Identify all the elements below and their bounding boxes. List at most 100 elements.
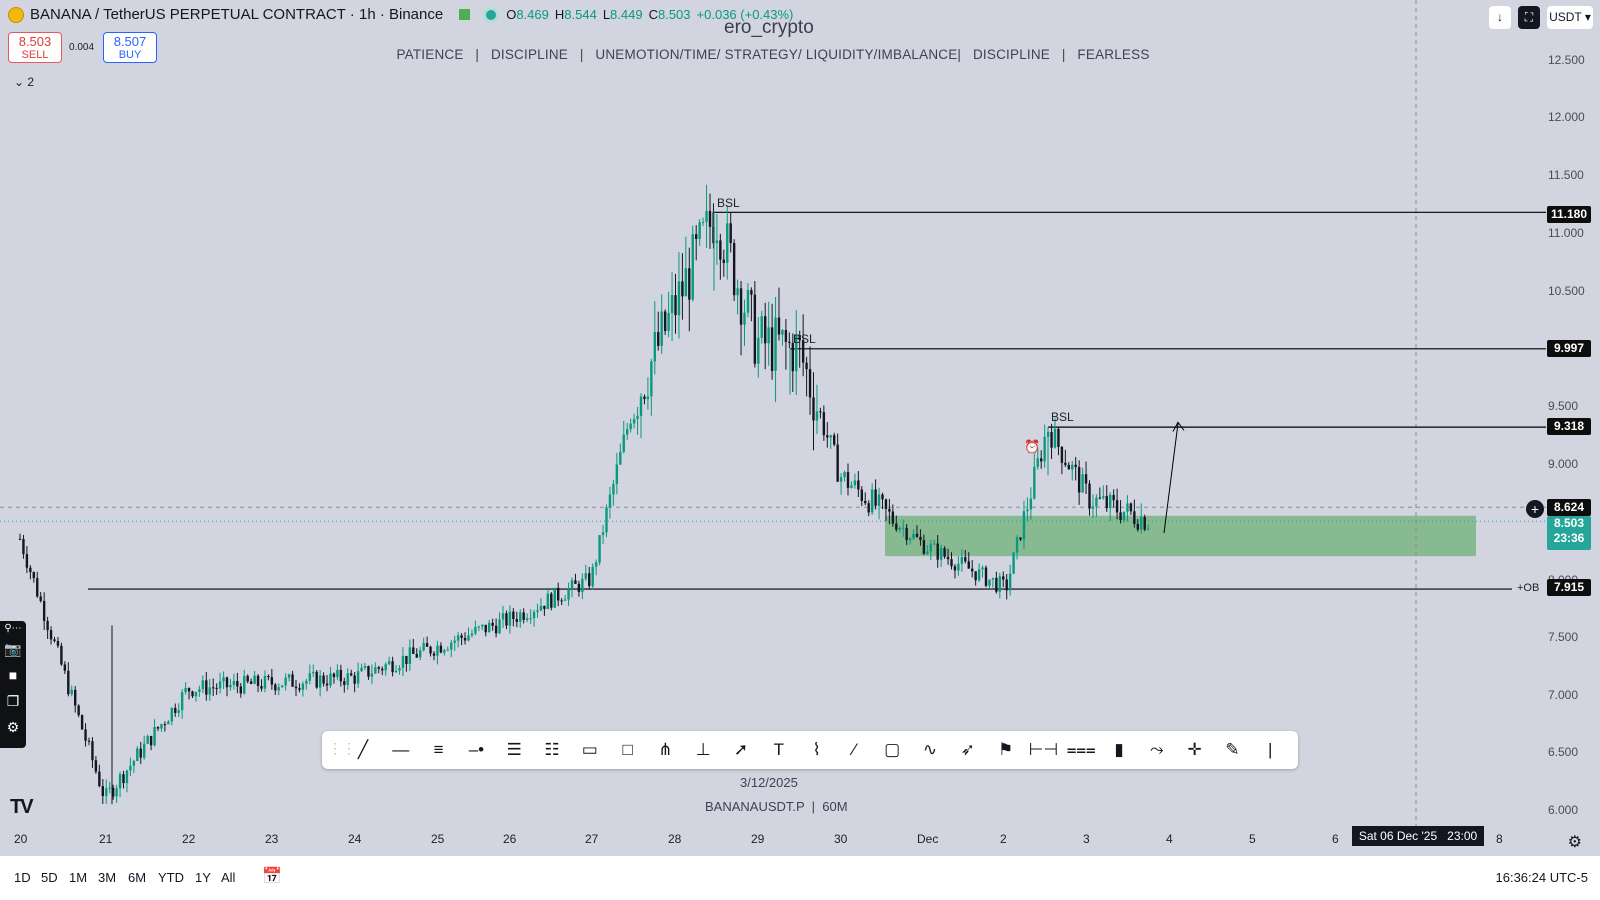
range-all[interactable]: All — [221, 870, 236, 885]
candle-body — [650, 361, 653, 397]
range-1y[interactable]: 1Y — [195, 870, 211, 885]
candle-body — [160, 724, 163, 729]
settings-icon[interactable]: ⚙ — [6, 719, 20, 735]
callout-icon[interactable]: ▭ — [581, 740, 598, 759]
candle-body — [860, 489, 863, 501]
current-price: 8.503 — [1553, 516, 1585, 530]
fullscreen-icon[interactable]: ⛶ — [1518, 6, 1540, 29]
candle-body — [1012, 552, 1015, 574]
arrow-icon[interactable]: ➚ — [733, 740, 749, 759]
price-label: 9.500 — [1548, 399, 1579, 413]
candle-body — [391, 661, 394, 673]
price-range-icon[interactable]: ⊥ — [695, 740, 711, 759]
parallel-channel-icon[interactable]: ≡ — [433, 740, 444, 759]
tradingview-logo[interactable]: TV — [10, 796, 34, 818]
brush-icon[interactable]: ✎ — [1225, 740, 1240, 759]
buy-button[interactable]: 8.507 BUY — [103, 32, 157, 63]
candle-body — [425, 643, 429, 647]
candle-body — [612, 484, 615, 495]
candle-body — [118, 774, 122, 789]
candle-body — [484, 624, 487, 633]
crosshair-icon[interactable]: ✛ — [1187, 740, 1202, 759]
currency-select[interactable]: USDT ▾ — [1547, 6, 1593, 29]
time-label: 4 — [1166, 832, 1173, 846]
flag-icon[interactable]: ⚑ — [997, 740, 1014, 759]
date-price-range-icon[interactable]: ⊢⊣ — [1028, 740, 1059, 759]
drag-handle-icon[interactable]: ⋮⋮ — [328, 740, 356, 756]
candle-body — [639, 396, 643, 416]
add-alert-icon[interactable]: + — [1526, 500, 1544, 518]
candle-body — [881, 494, 884, 500]
arrow-marker-icon[interactable]: ➶ — [960, 740, 975, 759]
more-icon[interactable]: ⚲⋯ — [4, 623, 22, 634]
video-icon[interactable]: ■ — [8, 667, 18, 683]
layers-icon[interactable]: ❐ — [6, 693, 20, 709]
candle-body — [1105, 496, 1108, 509]
candle-body — [456, 635, 460, 641]
indicators-toggle[interactable]: ⌄ 2 — [14, 75, 34, 89]
horizontal-line-icon[interactable]: –• — [468, 740, 485, 759]
clock-display[interactable]: 16:36:24 UTC-5 — [1495, 870, 1589, 885]
curve-icon[interactable]: ∿ — [922, 740, 938, 759]
time-label: 6 — [1332, 832, 1339, 846]
sell-button[interactable]: 8.503 SELL — [8, 32, 62, 63]
range-3m[interactable]: 3M — [98, 870, 117, 885]
candle-body — [546, 593, 550, 609]
candle-body — [598, 535, 601, 563]
candle-body — [846, 472, 850, 488]
symbol-title[interactable]: BANANA / TetherUS PERPETUAL CONTRACT · 1… — [30, 6, 444, 23]
candle-body — [74, 689, 77, 706]
candle-body — [353, 675, 356, 684]
candle-body — [350, 673, 353, 676]
path-icon[interactable]: ⌇ — [812, 740, 821, 759]
candle-body — [488, 622, 491, 633]
fib-extension-icon[interactable]: ☷ — [544, 740, 560, 759]
candle-body — [1064, 462, 1067, 465]
range-1d[interactable]: 1D — [14, 870, 31, 885]
candle-body — [1136, 523, 1139, 530]
candle-body — [218, 681, 222, 689]
candle-body — [801, 340, 805, 363]
candle-body — [670, 295, 674, 313]
change-value: +0.036 (+0.43%) — [696, 7, 794, 22]
candle-body — [550, 593, 553, 608]
price-label: 12.000 — [1548, 110, 1585, 124]
range-ytd[interactable]: YTD — [158, 870, 184, 885]
range-6m[interactable]: 6M — [128, 870, 147, 885]
ray-icon[interactable]: ⁄ — [852, 740, 856, 759]
vertical-line-icon[interactable]: | — [1267, 740, 1273, 759]
regression-icon[interactable]: ⩶ — [1066, 740, 1096, 759]
candle-body — [111, 787, 115, 797]
horizontal-ray-icon[interactable]: — — [392, 740, 410, 759]
alarm-clock-icon[interactable]: ⏰ — [1024, 439, 1041, 454]
candle-body — [581, 578, 584, 593]
candle-body — [708, 210, 712, 228]
camera-icon[interactable]: 📷 — [4, 641, 22, 657]
long-position-icon[interactable]: ⋔ — [658, 740, 673, 759]
candle-body — [67, 670, 70, 695]
flag-icon[interactable] — [459, 9, 471, 20]
fib-retracement-icon[interactable]: ☰ — [506, 740, 522, 759]
calendar-icon[interactable]: 📅 — [262, 868, 282, 885]
candle-body — [194, 691, 198, 697]
candle-body — [405, 655, 408, 664]
candle-body — [698, 222, 701, 239]
trend-line-icon[interactable]: ╱ — [357, 740, 369, 759]
note-icon[interactable]: ▢ — [884, 740, 901, 759]
range-5d[interactable]: 5D — [41, 870, 58, 885]
candle-body — [584, 573, 587, 579]
candle-body — [77, 705, 80, 716]
rectangle-icon[interactable]: □ — [622, 740, 633, 759]
bars-pattern-icon[interactable]: ▮ — [1114, 740, 1124, 759]
candle-body — [988, 579, 991, 586]
candle-body — [946, 556, 950, 560]
forecast-icon[interactable]: ⤳ — [1149, 740, 1164, 759]
settings-gear-icon[interactable]: ⚙ — [1567, 834, 1582, 851]
candle-body — [657, 332, 660, 346]
down-arrow-icon[interactable]: ↓ — [1489, 6, 1511, 29]
text-icon[interactable]: T — [773, 740, 784, 759]
price-label: 11.000 — [1548, 226, 1584, 240]
spread-value: 0.004 — [69, 42, 95, 53]
range-1m[interactable]: 1M — [69, 870, 88, 885]
